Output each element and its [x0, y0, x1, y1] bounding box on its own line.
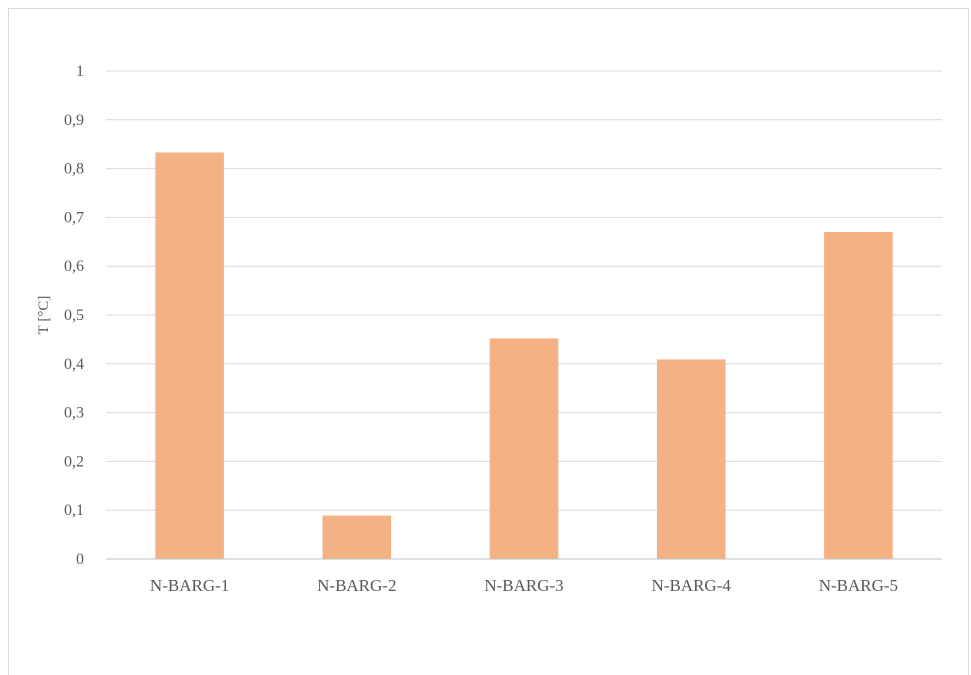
y-axis-title: T [°C]: [36, 296, 52, 335]
x-tick-label: N-BARG-2: [317, 576, 396, 595]
x-tick-label: N-BARG-4: [652, 576, 732, 595]
bars: [155, 152, 893, 560]
y-tick-label: 0: [76, 551, 84, 568]
bar-n-barg-2: [322, 515, 392, 559]
y-tick-label: 1: [76, 63, 84, 80]
x-tick-label: N-BARG-3: [484, 576, 563, 595]
y-tick-label: 0,5: [64, 307, 84, 324]
bar-n-barg-4: [656, 359, 726, 559]
y-tick-labels: 0 0,1 0,2 0,3 0,4 0,5 0,6 0,7 0,8 0,9 1: [64, 63, 84, 568]
y-tick-label: 0,9: [64, 112, 84, 129]
bar-n-barg-5: [824, 232, 893, 560]
y-tick-label: 0,2: [64, 453, 84, 470]
y-tick-label: 0,7: [64, 209, 84, 226]
y-tick-label: 0,8: [64, 161, 84, 178]
y-tick-label: 0,6: [64, 258, 84, 275]
bar-n-barg-1: [155, 152, 224, 559]
y-tick-label: 0,3: [64, 405, 84, 422]
y-tick-label: 0,1: [64, 502, 84, 519]
y-tick-label: 0,4: [64, 356, 84, 373]
x-tick-label: N-BARG-5: [819, 576, 898, 595]
x-tick-labels: N-BARG-1 N-BARG-2 N-BARG-3 N-BARG-4 N-BARG-5: [150, 576, 898, 595]
chart-frame: [8, 8, 969, 675]
bar-n-barg-3: [489, 338, 559, 559]
x-tick-label: N-BARG-1: [150, 576, 229, 595]
